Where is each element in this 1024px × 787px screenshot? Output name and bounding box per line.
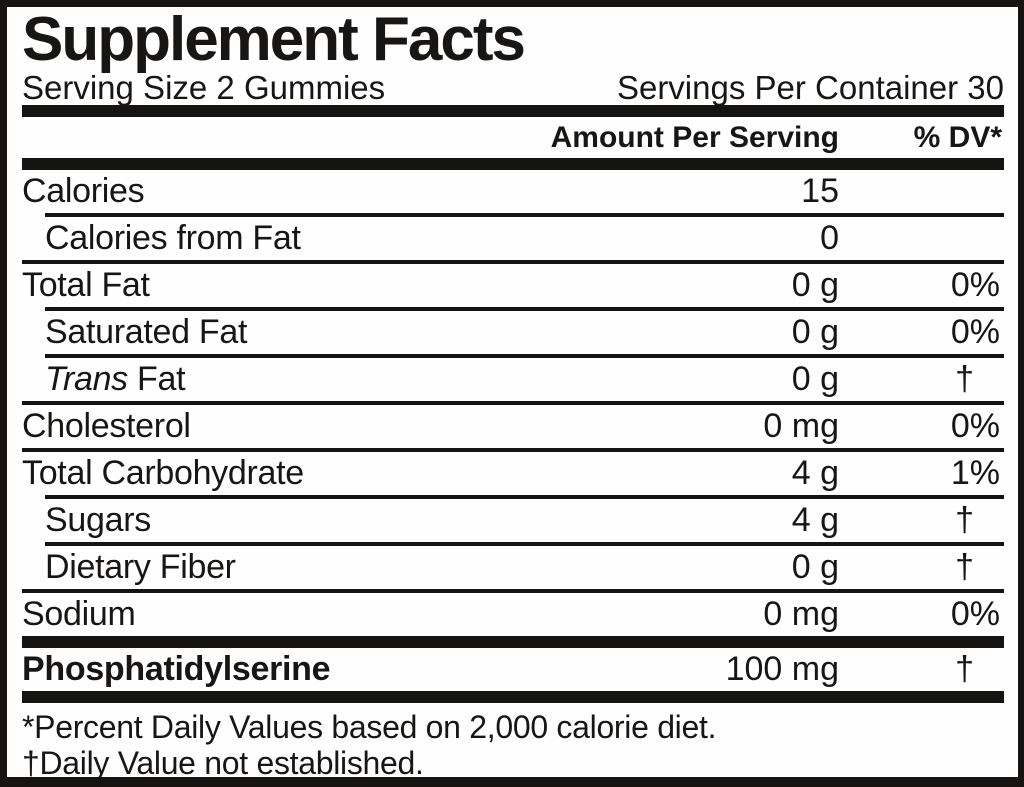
label-title: Supplement Facts: [22, 5, 526, 74]
divider-hairline: [22, 448, 1004, 452]
serving-size: Serving Size 2 Gummies: [22, 69, 386, 106]
footnote-dagger: †Daily Value not established.: [22, 745, 424, 781]
divider-hairline: [45, 307, 1004, 311]
row-sodium: Sodium 0 mg 0%: [22, 593, 1004, 636]
trans-rest: Fat: [127, 360, 186, 398]
nutrient-name: Sugars: [45, 501, 151, 539]
column-header-row: Amount Per Serving % DV*: [22, 117, 1004, 158]
dv-value: †: [955, 501, 974, 539]
divider-hairline: [45, 354, 1004, 358]
divider-hairline: [45, 542, 1004, 546]
amount-value: 4 g: [791, 454, 839, 492]
row-calories: Calories 15: [22, 170, 1004, 213]
row-calories-from-fat: Calories from Fat 0: [22, 217, 1004, 260]
divider-thick: [22, 105, 1004, 117]
row-sugars: Sugars 4 g †: [22, 499, 1004, 542]
nutrient-name: Total Fat: [22, 266, 150, 304]
divider-hairline: [22, 401, 1004, 405]
dv-value: †: [955, 650, 974, 688]
nutrient-name: Calories: [22, 172, 145, 210]
amount-value: 0 g: [791, 360, 839, 398]
column-header-dv: % DV*: [913, 120, 1002, 154]
divider-thick: [22, 158, 1004, 170]
amount-value: 0 mg: [763, 407, 839, 445]
dv-value: 0%: [950, 595, 1000, 633]
row-cholesterol: Cholesterol 0 mg 0%: [22, 405, 1004, 448]
amount-value: 15: [801, 172, 839, 210]
row-total-carbohydrate: Total Carbohydrate 4 g 1%: [22, 452, 1004, 495]
amount-value: 0 g: [791, 548, 839, 586]
nutrient-name: Calories from Fat: [45, 219, 301, 257]
nutrient-name: Phosphatidylserine: [22, 650, 331, 688]
dv-value: 0%: [950, 266, 1000, 304]
footnotes: *Percent Daily Values based on 2,000 cal…: [22, 709, 1004, 781]
amount-value: 100 mg: [725, 650, 839, 688]
divider-hairline: [22, 589, 1004, 593]
dv-value: 0%: [950, 313, 1000, 351]
column-header-amount: Amount Per Serving: [550, 120, 839, 154]
amount-value: 0 mg: [763, 595, 839, 633]
divider-thick: [22, 636, 1004, 648]
row-phosphatidylserine: Phosphatidylserine 100 mg †: [22, 648, 1004, 691]
amount-value: 4 g: [791, 501, 839, 539]
trans-italic: Trans: [45, 360, 128, 398]
amount-value: 0 g: [791, 266, 839, 304]
row-dietary-fiber: Dietary Fiber 0 g †: [22, 546, 1004, 589]
dv-value: †: [955, 360, 974, 398]
nutrient-name: Dietary Fiber: [45, 548, 236, 586]
amount-value: 0 g: [791, 313, 839, 351]
row-saturated-fat: Saturated Fat 0 g 0%: [22, 311, 1004, 354]
serving-info: Serving Size 2 Gummies Servings Per Cont…: [22, 67, 1004, 106]
divider-thick: [22, 691, 1004, 703]
row-total-fat: Total Fat 0 g 0%: [22, 264, 1004, 307]
nutrient-name: Trans Fat: [45, 360, 186, 399]
dv-value: 0%: [950, 407, 1000, 445]
amount-value: 0: [820, 219, 839, 257]
footnote-percent-dv: *Percent Daily Values based on 2,000 cal…: [22, 709, 717, 745]
nutrient-name: Sodium: [22, 595, 136, 633]
dv-value: 1%: [950, 454, 1000, 492]
servings-per-container: Servings Per Container 30: [616, 69, 1004, 106]
nutrient-name: Saturated Fat: [45, 313, 248, 351]
divider-hairline: [45, 495, 1004, 499]
nutrient-name: Total Carbohydrate: [22, 454, 304, 492]
nutrient-name: Cholesterol: [22, 407, 191, 445]
dv-value: †: [955, 548, 974, 586]
divider-hairline: [45, 213, 1004, 217]
divider-hairline: [22, 260, 1004, 264]
row-trans-fat: Trans Fat 0 g †: [22, 358, 1004, 401]
